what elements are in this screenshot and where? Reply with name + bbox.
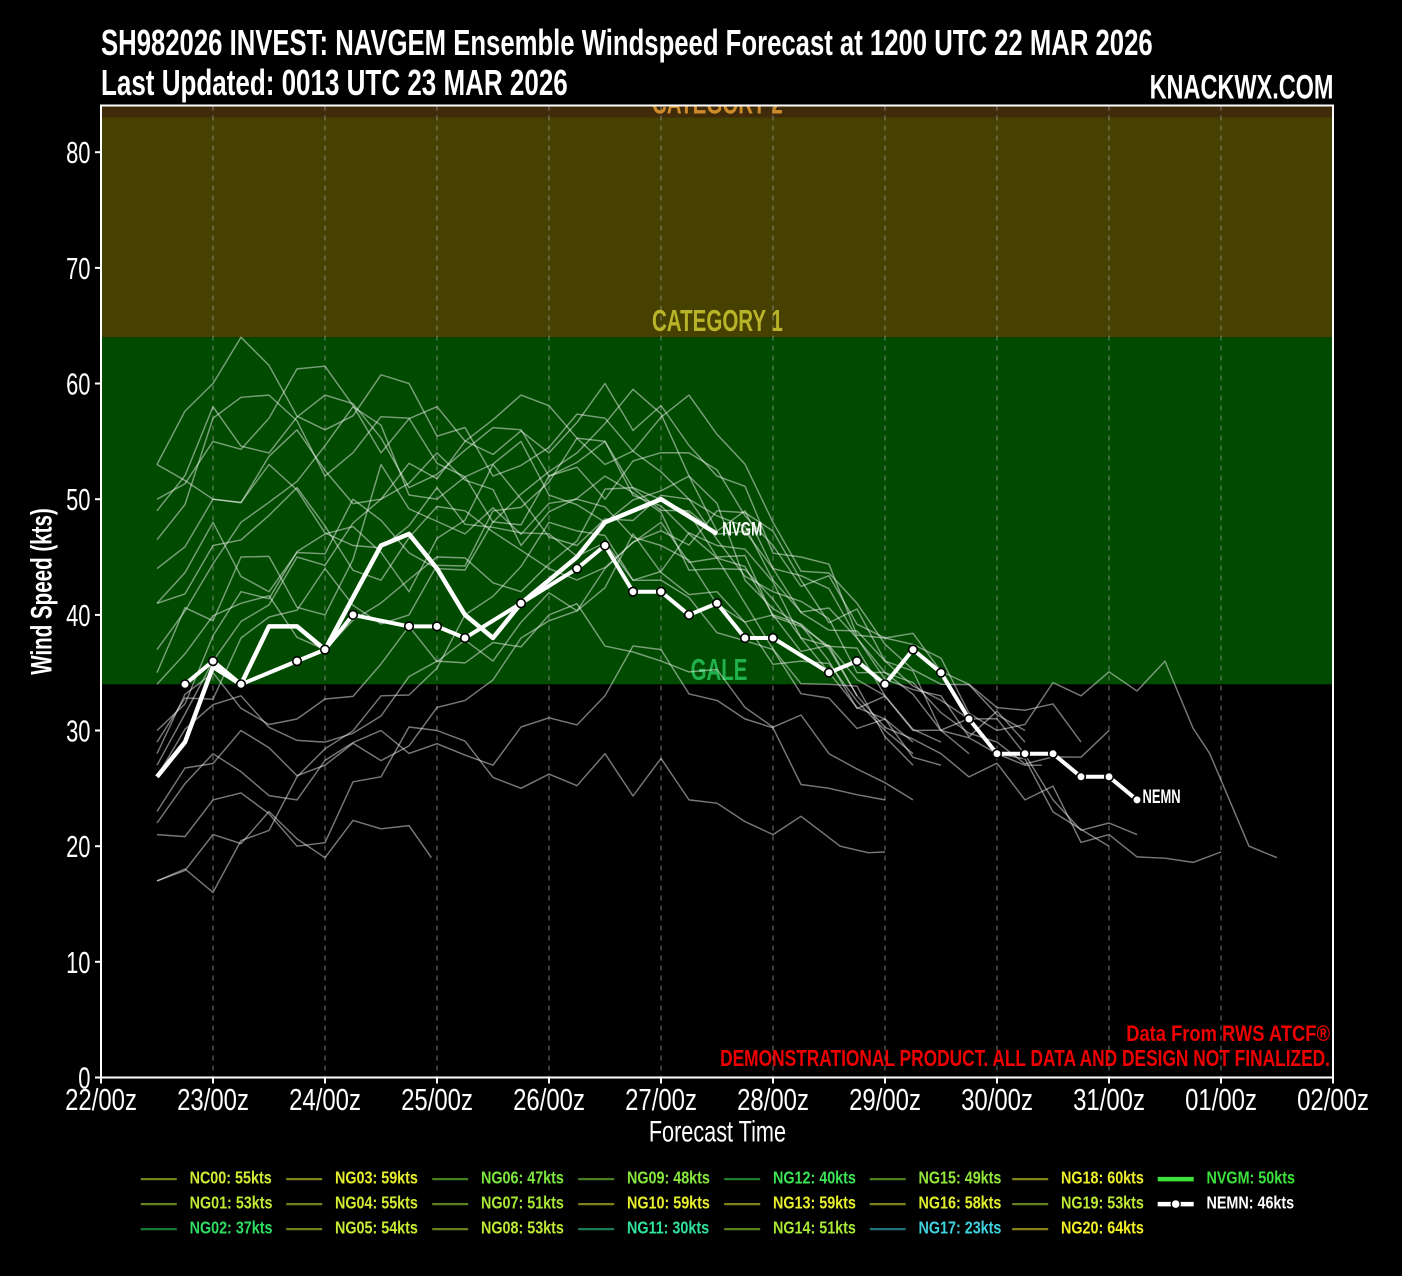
svg-text:40: 40 [66, 598, 90, 632]
svg-text:CATEGORY 1: CATEGORY 1 [652, 303, 783, 338]
svg-text:Last Updated: 0013 UTC 23 MAR: Last Updated: 0013 UTC 23 MAR 2026 [101, 63, 568, 103]
svg-text:NG09: 48kts: NG09: 48kts [627, 1169, 710, 1187]
svg-text:NG05: 54kts: NG05: 54kts [335, 1219, 418, 1237]
svg-text:NG03: 59kts: NG03: 59kts [335, 1169, 418, 1187]
svg-text:50: 50 [66, 483, 90, 517]
svg-text:70: 70 [66, 251, 90, 285]
svg-text:NG02: 37kts: NG02: 37kts [190, 1219, 273, 1237]
svg-text:NVGM: 50kts: NVGM: 50kts [1207, 1169, 1296, 1187]
svg-text:02/00z: 02/00z [1297, 1082, 1369, 1117]
svg-text:NG13: 59kts: NG13: 59kts [773, 1194, 856, 1212]
svg-text:NG19: 53kts: NG19: 53kts [1061, 1194, 1144, 1212]
svg-text:NG10: 59kts: NG10: 59kts [627, 1194, 710, 1212]
svg-text:31/00z: 31/00z [1073, 1082, 1145, 1117]
svg-text:DEMONSTRATIONAL PRODUCT. ALL D: DEMONSTRATIONAL PRODUCT. ALL DATA AND DE… [720, 1047, 1330, 1072]
svg-text:10: 10 [66, 945, 90, 979]
svg-text:25/00z: 25/00z [401, 1082, 473, 1117]
svg-text:NG01: 53kts: NG01: 53kts [190, 1194, 273, 1212]
svg-text:NG14: 51kts: NG14: 51kts [773, 1219, 856, 1237]
svg-text:NG16: 58kts: NG16: 58kts [919, 1194, 1002, 1212]
svg-text:NC00: 55kts: NC00: 55kts [190, 1169, 272, 1187]
svg-text:26/00z: 26/00z [513, 1082, 585, 1117]
svg-text:24/00z: 24/00z [289, 1082, 361, 1117]
svg-text:22/00z: 22/00z [65, 1082, 137, 1117]
svg-text:CATEGORY 2: CATEGORY 2 [652, 85, 783, 120]
svg-text:NEMN: 46kts: NEMN: 46kts [1207, 1194, 1295, 1212]
svg-text:0: 0 [78, 1061, 90, 1095]
svg-text:30/00z: 30/00z [961, 1082, 1033, 1117]
svg-text:80: 80 [66, 136, 90, 170]
svg-text:30: 30 [66, 714, 90, 748]
svg-text:NG08: 53kts: NG08: 53kts [481, 1219, 564, 1237]
svg-text:Data From RWS ATCF®: Data From RWS ATCF® [1126, 1021, 1330, 1046]
svg-text:NEMN: NEMN [1143, 786, 1181, 807]
svg-text:27/00z: 27/00z [625, 1082, 697, 1117]
svg-text:Forecast Time: Forecast Time [649, 1114, 786, 1148]
svg-text:29/00z: 29/00z [849, 1082, 921, 1117]
svg-text:SH982026 INVEST: NAVGEM Ensemb: SH982026 INVEST: NAVGEM Ensemble Windspe… [101, 23, 1153, 63]
svg-text:01/00z: 01/00z [1185, 1082, 1257, 1117]
svg-text:Wind Speed (kts): Wind Speed (kts) [26, 508, 59, 675]
svg-text:28/00z: 28/00z [737, 1082, 809, 1117]
svg-text:NG12: 40kts: NG12: 40kts [773, 1169, 856, 1187]
svg-text:NVGM: NVGM [722, 519, 762, 540]
svg-text:NG17: 23kts: NG17: 23kts [919, 1219, 1002, 1237]
svg-text:NG11: 30kts: NG11: 30kts [627, 1219, 709, 1237]
svg-text:NG06: 47kts: NG06: 47kts [481, 1169, 564, 1187]
svg-text:NG18: 60kts: NG18: 60kts [1061, 1169, 1144, 1187]
svg-text:60: 60 [66, 367, 90, 401]
svg-text:20: 20 [66, 830, 90, 864]
svg-text:GALE: GALE [691, 652, 748, 687]
svg-text:23/00z: 23/00z [177, 1082, 249, 1117]
svg-text:NG20: 64kts: NG20: 64kts [1061, 1219, 1144, 1237]
svg-text:KNACKWX.COM: KNACKWX.COM [1150, 68, 1334, 107]
svg-text:NG04: 55kts: NG04: 55kts [335, 1194, 418, 1212]
svg-text:NG15: 49kts: NG15: 49kts [919, 1169, 1002, 1187]
svg-text:NG07: 51kts: NG07: 51kts [481, 1194, 564, 1212]
